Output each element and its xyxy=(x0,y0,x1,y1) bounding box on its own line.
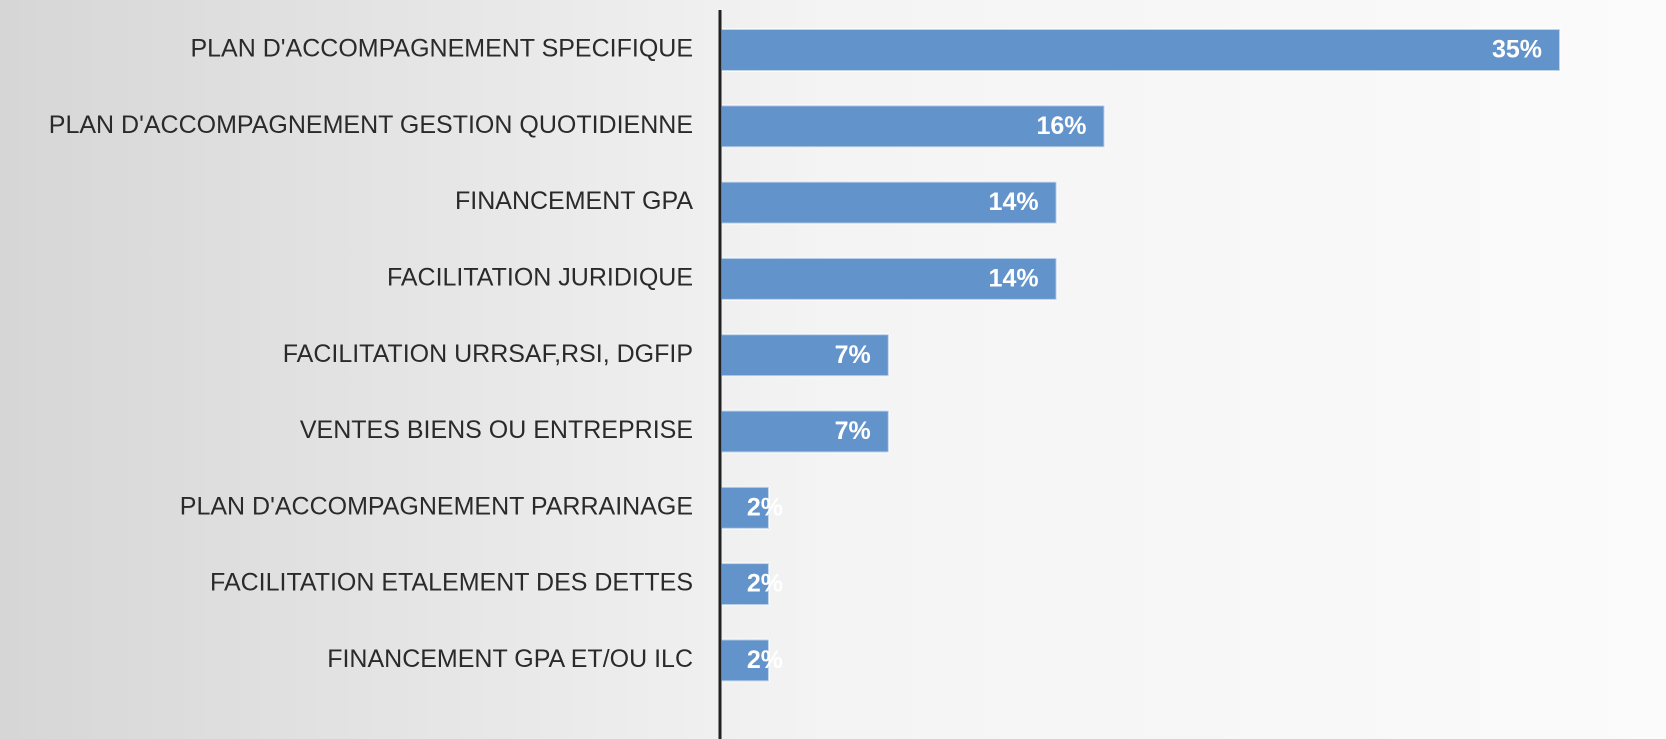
category-label: VENTES BIENS OU ENTREPRISE xyxy=(300,416,693,444)
bar xyxy=(720,28,1561,72)
value-label: 2% xyxy=(747,493,783,521)
category-label: FACILITATION ETALEMENT DES DETTES xyxy=(210,569,693,597)
category-label: PLAN D'ACCOMPAGNEMENT SPECIFIQUE xyxy=(190,35,693,63)
bar xyxy=(720,409,890,454)
category-label: FACILITATION JURIDIQUE xyxy=(387,264,693,292)
value-label: 7% xyxy=(835,341,871,369)
plot-area: PLAN D'ACCOMPAGNEMENT SPECIFIQUE 35% PLAN … xyxy=(49,28,1561,683)
category-label: PLAN D'ACCOMPAGNEMENT PARRAINAGE xyxy=(180,492,693,520)
value-label: 2% xyxy=(747,646,783,674)
bar xyxy=(720,104,1106,149)
category-label: FINANCEMENT GPA xyxy=(455,187,693,215)
bar xyxy=(720,562,770,607)
value-label: 14% xyxy=(989,188,1039,216)
value-label: 2% xyxy=(747,570,783,598)
value-label: 35% xyxy=(1492,36,1542,64)
category-label: FINANCEMENT GPA ET/OU ILC xyxy=(327,645,693,673)
bar xyxy=(720,180,1058,225)
value-label: 16% xyxy=(1036,112,1086,140)
bar xyxy=(720,256,1058,301)
value-label: 14% xyxy=(989,265,1039,293)
category-label: FACILITATION URRSAF,RSI, DGFIP xyxy=(283,340,693,368)
category-label: PLAN D'ACCOMPAGNEMENT GESTION QUOTIDIENN… xyxy=(49,111,693,139)
value-label: 7% xyxy=(835,417,871,445)
